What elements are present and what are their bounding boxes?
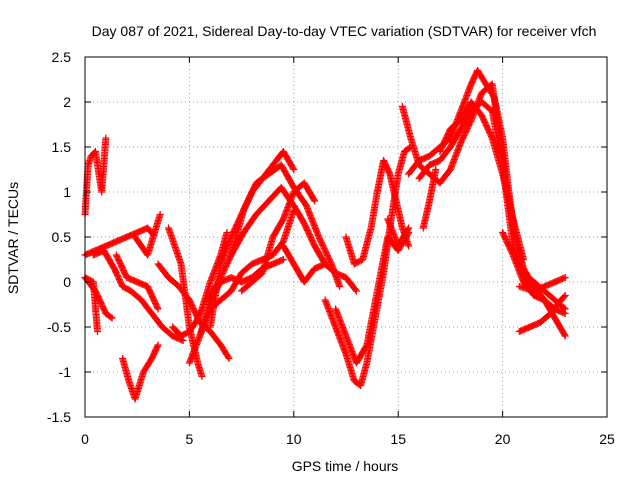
x-tick-label: 5 <box>186 431 194 447</box>
y-tick-label: 1.5 <box>52 139 72 155</box>
sat-trace-4 <box>81 274 102 335</box>
sat-trace-21 <box>332 229 413 367</box>
data-point <box>108 314 116 322</box>
y-tick-label: -1.5 <box>47 409 71 425</box>
data-point <box>352 287 360 295</box>
sat-trace-2 <box>81 224 158 259</box>
x-axis-label: GPS time / hours <box>292 458 399 474</box>
data-point <box>351 286 359 294</box>
data-point <box>156 211 164 218</box>
x-tick-label: 15 <box>390 431 406 447</box>
sat-trace-6 <box>112 251 162 313</box>
y-tick-label: 2 <box>63 94 71 110</box>
data-point <box>290 166 298 173</box>
data-point <box>102 134 110 142</box>
data-markers <box>81 67 569 403</box>
sat-trace-17 <box>238 179 319 295</box>
data-point <box>94 328 102 335</box>
sat-trace-7 <box>119 341 162 403</box>
x-tick-label: 25 <box>599 431 615 447</box>
y-tick-label: 2.5 <box>52 49 72 65</box>
sat-trace-8 <box>131 211 164 259</box>
y-tick-label: 1 <box>63 184 71 200</box>
sat-trace-22 <box>384 215 413 250</box>
data-point <box>223 229 231 236</box>
x-tick-label: 10 <box>286 431 302 447</box>
data-point <box>153 342 161 350</box>
data-point <box>289 164 297 172</box>
data-point <box>224 353 232 361</box>
data-point <box>179 337 187 344</box>
y-tick-label: -1 <box>59 364 72 380</box>
sat-trace-20 <box>342 157 413 268</box>
y-tick-label: 0 <box>63 274 71 290</box>
data-point <box>310 196 318 204</box>
data-point <box>198 373 206 380</box>
sat-trace-9 <box>154 260 233 362</box>
y-tick-label: -0.5 <box>47 319 71 335</box>
data-point <box>279 256 287 263</box>
data-point <box>153 304 161 312</box>
data-point <box>225 355 233 362</box>
data-point <box>336 283 344 290</box>
chart-title: Day 087 of 2021, Sidereal Day-to-day VTE… <box>92 23 597 39</box>
x-tick-label: 20 <box>495 431 511 447</box>
sat-trace-5 <box>89 247 187 344</box>
x-tick-label: 0 <box>81 431 89 447</box>
data-point <box>311 197 319 205</box>
sat-trace-18 <box>279 242 360 295</box>
data-point <box>405 242 413 250</box>
data-point <box>107 313 115 321</box>
y-axis-label: SDTVAR / TECUs <box>5 182 21 294</box>
data-point <box>154 305 162 313</box>
data-point <box>154 341 162 349</box>
y-tick-label: 0.5 <box>52 229 72 245</box>
